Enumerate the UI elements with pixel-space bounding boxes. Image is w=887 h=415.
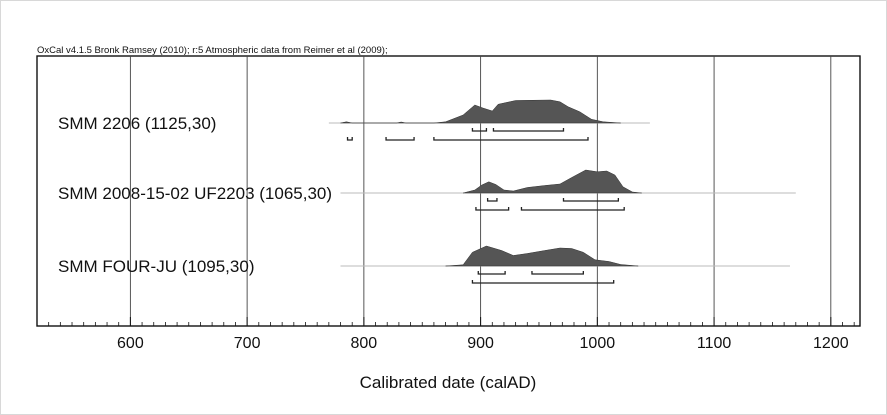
series-1-label: SMM 2206 (1125,30) [58, 114, 216, 133]
minor-ticks [36, 322, 855, 326]
x-tick-label-1100: 1100 [697, 335, 732, 352]
grid-lines [129, 56, 832, 326]
series-2-range68-2 [562, 198, 620, 202]
x-tick-label-800: 800 [351, 335, 378, 352]
series-1-range68-2 [492, 128, 565, 132]
series-3-range68-2 [531, 271, 584, 275]
series-3-range95-1 [471, 280, 615, 284]
series-3-density [445, 245, 639, 267]
x-tick-label-900: 900 [467, 335, 494, 352]
series-2-range95-1 [475, 207, 510, 211]
x-tick-labels: 600 700 800 900 1000 1100 1200 [117, 335, 849, 352]
series-2-range95-2 [520, 207, 625, 211]
series-1-range95-2 [385, 137, 415, 141]
series-3-label: SMM FOUR-JU (1095,30) [58, 257, 254, 276]
series-1-density [340, 99, 621, 124]
series-2-range68-1 [486, 198, 498, 202]
chart-header: OxCal v4.1.5 Bronk Ramsey (2010); r:5 At… [37, 45, 388, 56]
series-1-range68-1 [471, 128, 488, 132]
x-tick-label-1200: 1200 [813, 335, 849, 352]
x-tick-label-1000: 1000 [580, 335, 616, 352]
series-3-range68-1 [477, 271, 506, 275]
series-1-range95-1 [346, 137, 353, 141]
x-tick-label-600: 600 [117, 335, 144, 352]
series-2-density [463, 169, 642, 194]
x-tick-label-700: 700 [234, 335, 261, 352]
series-1-range95-3 [433, 137, 589, 141]
x-axis-label: Calibrated date (calAD) [360, 373, 537, 392]
plot-area [36, 55, 861, 327]
series-1: SMM 2206 (1125,30) [58, 99, 650, 141]
series-3: SMM FOUR-JU (1095,30) [58, 245, 790, 284]
series-2-label: SMM 2008-15-02 UF2203 (1065,30) [58, 184, 332, 203]
series-2: SMM 2008-15-02 UF2203 (1065,30) [58, 169, 796, 211]
series-group: SMM 2206 (1125,30) SMM 2008-15-02 UF2203 … [58, 99, 796, 284]
